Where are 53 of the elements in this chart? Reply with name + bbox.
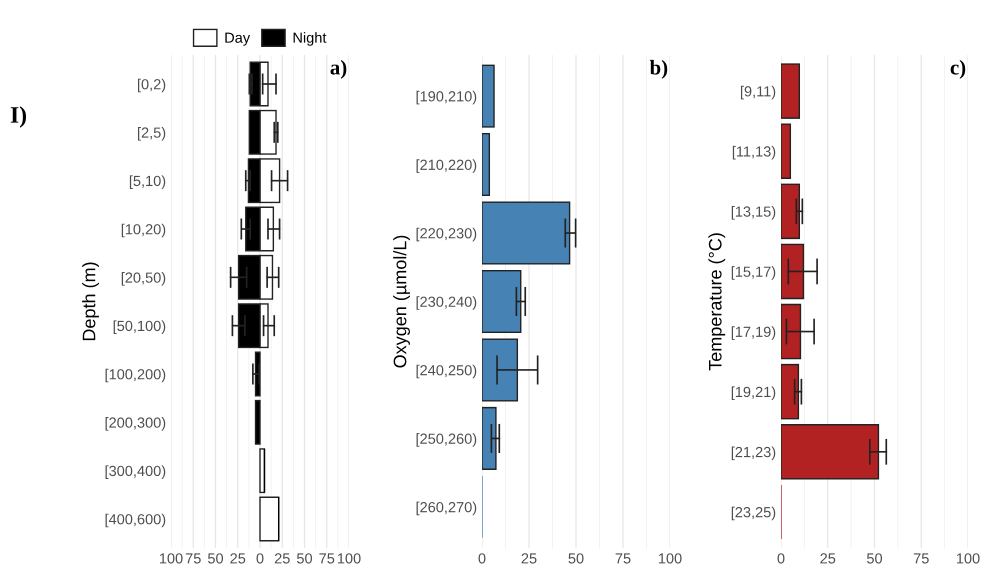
x-tick-label: 25 bbox=[274, 553, 290, 564]
y-tick-label: [230,240) bbox=[416, 296, 476, 310]
y-tick-label: [19,21) bbox=[732, 386, 776, 400]
x-tick-label: 0 bbox=[478, 553, 486, 564]
chart-title: b) bbox=[650, 60, 668, 79]
y-tick-label: [50,100) bbox=[114, 320, 166, 334]
y-tick-label: [5,10) bbox=[130, 175, 166, 189]
x-tick-label: 100 bbox=[658, 553, 682, 564]
x-tick-label: 75 bbox=[914, 553, 929, 564]
x-tick-label: 100 bbox=[338, 553, 361, 564]
y-tick-label: [250,260) bbox=[416, 433, 476, 447]
x-tick-label: 0 bbox=[778, 553, 784, 564]
y-tick-label: [17,19) bbox=[732, 326, 776, 340]
y-tick-label: [9,11) bbox=[740, 86, 776, 100]
y-tick-label: [13,15) bbox=[732, 206, 776, 220]
y-tick-label: [100,200) bbox=[106, 368, 166, 382]
y-tick-label: [220,230) bbox=[416, 228, 476, 242]
x-tick-label: 0 bbox=[256, 553, 264, 564]
y-axis-title: Depth (m) bbox=[82, 262, 99, 340]
y-tick-label: [11,13) bbox=[732, 146, 776, 160]
x-tick-label: 25 bbox=[820, 553, 836, 564]
x-tick-label: 75 bbox=[186, 553, 201, 564]
y-tick-label: [21,23) bbox=[732, 446, 776, 460]
chart-title: a) bbox=[330, 60, 346, 79]
y-tick-label: [210,220) bbox=[416, 159, 476, 173]
chart-title: c) bbox=[950, 60, 966, 79]
x-tick-label: 50 bbox=[208, 553, 224, 564]
x-tick-label: 100 bbox=[160, 553, 183, 564]
y-tick-label: [300,400) bbox=[106, 465, 166, 479]
y-tick-label: [190,210) bbox=[416, 90, 476, 104]
legend-label: Night bbox=[294, 32, 326, 46]
y-axis-title: Temperature (°C) bbox=[708, 233, 726, 370]
x-tick-label: 100 bbox=[956, 553, 980, 564]
y-tick-label: [10,20) bbox=[122, 224, 166, 238]
y-tick-label: [15,17) bbox=[732, 266, 776, 280]
y-tick-label: [200,300) bbox=[106, 417, 166, 431]
y-tick-label: [23,25) bbox=[732, 506, 776, 520]
y-tick-label: [20,50) bbox=[122, 272, 166, 286]
x-tick-label: 75 bbox=[616, 553, 630, 564]
x-tick-label: 50 bbox=[866, 553, 882, 564]
legend-label: Day bbox=[225, 32, 250, 46]
x-tick-label: 25 bbox=[230, 553, 246, 564]
y-tick-label: [260,270) bbox=[416, 502, 476, 516]
x-tick-label: 75 bbox=[319, 553, 334, 564]
x-tick-label: 25 bbox=[522, 553, 536, 564]
x-tick-label: 50 bbox=[568, 553, 584, 564]
x-tick-label: 50 bbox=[296, 553, 312, 564]
y-axis-title: Oxygen (µmol/L) bbox=[393, 236, 410, 368]
y-tick-label: [0,2) bbox=[138, 78, 166, 92]
text: I) bbox=[10, 106, 26, 128]
y-tick-label: [2,5) bbox=[138, 127, 166, 141]
y-tick-label: [400,600) bbox=[106, 514, 166, 528]
y-tick-label: [240,250) bbox=[416, 364, 476, 378]
